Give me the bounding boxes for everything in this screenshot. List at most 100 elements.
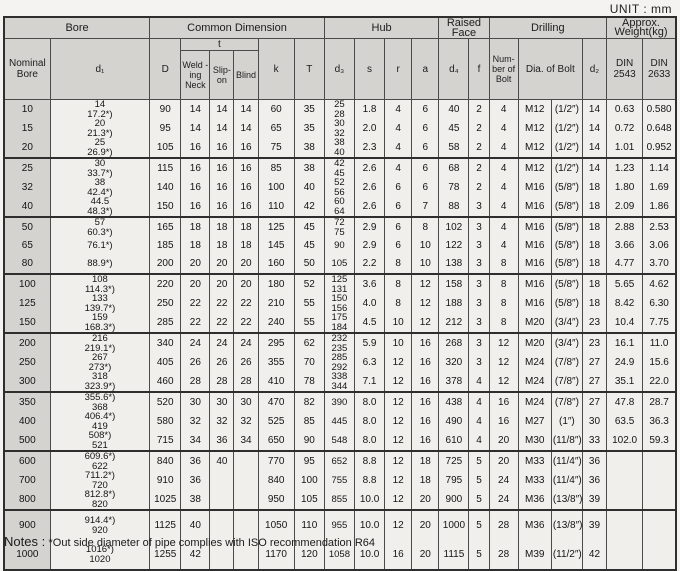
cell-k: 110 [257, 197, 295, 218]
cell-a: 12 [411, 313, 440, 334]
cell-boltM: M36 [517, 490, 552, 511]
cell-boltIn: (5/8″) [550, 255, 583, 275]
cell-num: 8 [488, 294, 519, 313]
cell-d3: 30 32 [323, 119, 355, 138]
cell-boltM: M33 [517, 451, 552, 471]
group-header-bore: Bore [3, 16, 151, 39]
cell-d2: 27 [581, 353, 608, 372]
cell-d2: 39 [581, 490, 608, 511]
notes-text: *Out side diameter of pipe complies with… [48, 537, 376, 549]
cell-boltM: M12 [517, 119, 552, 138]
cell-slip: 22 [209, 294, 235, 313]
cell-a: 6 [411, 158, 440, 178]
cell-boltM: M16 [517, 178, 552, 197]
cell-nominal: 100 [3, 274, 51, 294]
col-header-T: T [293, 38, 325, 100]
cell-a: 16 [411, 333, 440, 353]
col-header-f: f [468, 38, 490, 100]
cell-w2633: 2.53 [642, 217, 677, 237]
cell-s: 8.0 [353, 431, 386, 452]
cell-d4: 795 [438, 471, 470, 490]
cell-num: 4 [488, 119, 519, 138]
cell-D: 715 [149, 431, 182, 452]
cell-r: 6 [384, 217, 413, 237]
cell-D: 250 [149, 294, 182, 313]
cell-r: 4 [384, 119, 413, 138]
cell-d2: 14 [581, 119, 608, 138]
cell-weld: 20 [180, 255, 211, 275]
cell-d4: 68 [438, 158, 470, 178]
cell-d3: 72 75 [323, 217, 355, 237]
col-header-s: s [353, 38, 386, 100]
cell-d4: 45 [438, 119, 470, 138]
table-row: 50 57 60.3*) 165 18 18 18 125 45 72 75 2.9 6 8 102 3 4 M1… [3, 217, 677, 237]
cell-d4: 212 [438, 313, 470, 334]
cell-d1: 44.5 48.3*) [49, 197, 151, 218]
cell-D: 840 [149, 451, 182, 471]
flange-dimension-table: Bore Common Dimension Hub Raised Face Dr… [3, 16, 677, 571]
cell-d2: 23 [581, 313, 608, 334]
cell-a: 6 [411, 99, 440, 119]
cell-k: 950 [257, 490, 295, 511]
cell-d4: 1000 [438, 510, 470, 540]
cell-r: 10 [384, 333, 413, 353]
cell-D: 220 [149, 274, 182, 294]
cell-nominal: 10 [3, 99, 51, 119]
cell-r: 12 [384, 412, 413, 431]
cell-boltIn: (13/8″) [550, 510, 583, 540]
cell-d3: 38 40 [323, 138, 355, 159]
cell-T: 55 [293, 294, 325, 313]
cell-w2543 [606, 471, 644, 490]
cell-T: 110 [293, 510, 325, 540]
cell-w2543: 63.5 [606, 412, 644, 431]
cell-d1: 25 26.9*) [49, 138, 151, 159]
cell-d4: 88 [438, 197, 470, 218]
cell-r: 4 [384, 99, 413, 119]
cell-a: 16 [411, 372, 440, 393]
cell-d1: 20 21.3*) [49, 119, 151, 138]
cell-d2: 18 [581, 217, 608, 237]
cell-blind: 34 [233, 431, 259, 452]
cell-num: 24 [488, 490, 519, 511]
cell-d4: 1115 [438, 540, 470, 570]
cell-D: 405 [149, 353, 182, 372]
cell-weld: 24 [180, 333, 211, 353]
cell-s: 4.0 [353, 294, 386, 313]
cell-d2: 18 [581, 274, 608, 294]
cell-boltIn: (3/4″) [550, 313, 583, 334]
cell-boltM: M24 [517, 392, 552, 412]
cell-T: 90 [293, 431, 325, 452]
cell-k: 840 [257, 471, 295, 490]
cell-boltM: M16 [517, 255, 552, 275]
cell-d4: 725 [438, 451, 470, 471]
cell-r: 6 [384, 197, 413, 218]
cell-w2633 [642, 451, 677, 471]
cell-k: 100 [257, 178, 295, 197]
cell-f: 5 [468, 510, 490, 540]
cell-r: 12 [384, 431, 413, 452]
cell-r: 12 [384, 451, 413, 471]
cell-w2543: 10.4 [606, 313, 644, 334]
cell-a: 6 [411, 138, 440, 159]
cell-slip: 16 [209, 197, 235, 218]
cell-r: 16 [384, 540, 413, 570]
cell-slip [209, 510, 235, 540]
cell-T: 38 [293, 138, 325, 159]
cell-boltM: M16 [517, 294, 552, 313]
cell-w2543: 0.63 [606, 99, 644, 119]
cell-d4: 40 [438, 99, 470, 119]
cell-s: 10.0 [353, 510, 386, 540]
cell-d3: 90 [323, 237, 355, 255]
cell-boltIn: (1/2″) [550, 138, 583, 159]
cell-f: 3 [468, 197, 490, 218]
cell-weld: 16 [180, 197, 211, 218]
cell-w2543: 1.01 [606, 138, 644, 159]
cell-a: 16 [411, 431, 440, 452]
cell-w2543 [606, 540, 644, 570]
cell-slip: 14 [209, 99, 235, 119]
cell-w2633: 11.0 [642, 333, 677, 353]
cell-f: 5 [468, 471, 490, 490]
cell-blind: 16 [233, 197, 259, 218]
cell-T: 85 [293, 412, 325, 431]
cell-nominal: 15 [3, 119, 51, 138]
